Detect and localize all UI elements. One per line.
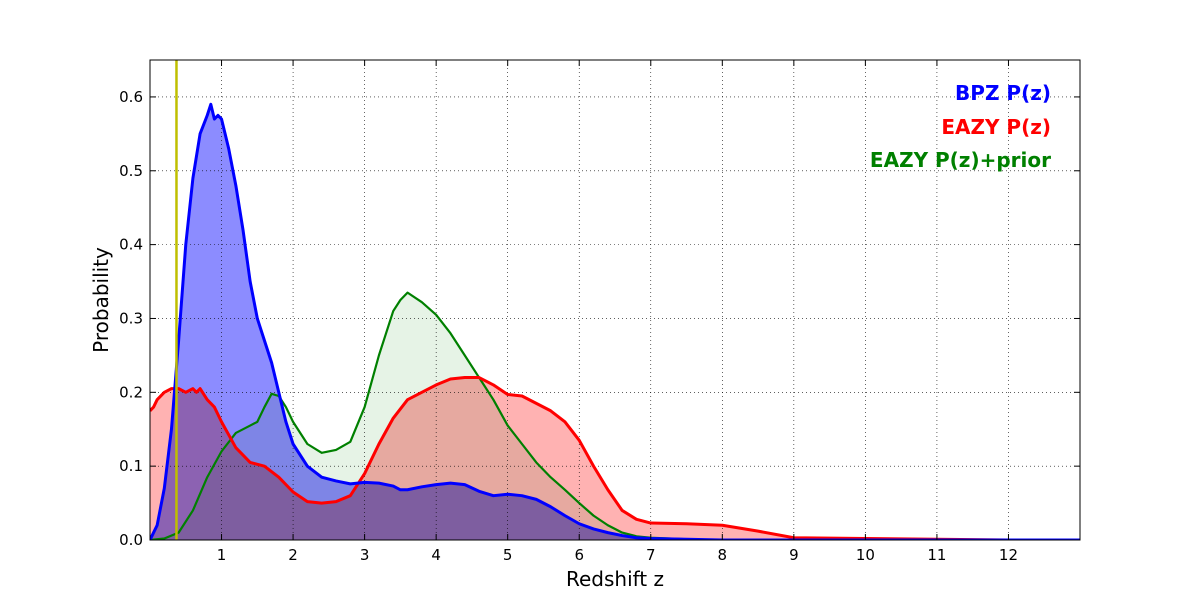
series-lines xyxy=(150,102,1080,540)
axis-ticks: 1 2 3 4 5 6 7 8 9 10 11 120.00.10.20.30.40.50.6 xyxy=(119,60,1080,564)
y-tick-label: 0.0 xyxy=(119,531,143,549)
legend-entry-eazy: EAZY P(z) xyxy=(941,115,1051,139)
x-tick-label: 3 xyxy=(360,546,370,564)
series-fills xyxy=(150,104,1080,540)
y-tick-label: 0.6 xyxy=(119,88,143,106)
y-tick-label: 0.1 xyxy=(119,457,143,475)
x-axis-title: Redshift z xyxy=(566,567,664,591)
x-tick-label: 11 xyxy=(927,546,946,564)
line-bpz xyxy=(150,102,1080,540)
y-tick-label: 0.2 xyxy=(119,383,143,401)
x-tick-label: 10 xyxy=(856,546,875,564)
legend-entry-bpz: BPZ P(z) xyxy=(955,81,1051,105)
x-tick-label: 4 xyxy=(431,546,441,564)
y-tick-label: 0.5 xyxy=(119,162,143,180)
legend-entry-eazy-prior: EAZY P(z)+prior xyxy=(870,148,1051,172)
line-eazy-prior xyxy=(150,291,1080,540)
y-tick-label: 0.4 xyxy=(119,236,143,254)
y-tick-label: 0.3 xyxy=(119,309,143,327)
x-tick-label: 9 xyxy=(789,546,799,564)
x-tick-label: 7 xyxy=(646,546,656,564)
area-eazy-prior xyxy=(150,292,1080,540)
x-tick-label: 12 xyxy=(999,546,1018,564)
x-tick-label: 1 xyxy=(217,546,227,564)
x-tick-label: 8 xyxy=(718,546,728,564)
plot-frame xyxy=(149,59,1081,541)
x-tick-label: 6 xyxy=(574,546,584,564)
x-tick-label: 5 xyxy=(503,546,513,564)
line-eazy xyxy=(150,376,1080,540)
x-tick-label: 2 xyxy=(288,546,298,564)
y-axis-title: Probability xyxy=(89,247,113,353)
